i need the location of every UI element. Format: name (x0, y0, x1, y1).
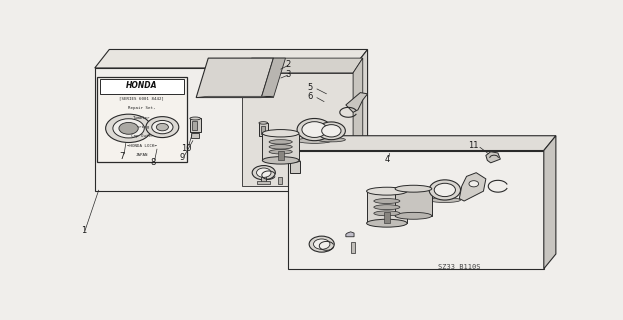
Polygon shape (262, 58, 285, 98)
Ellipse shape (269, 145, 292, 149)
Bar (191, 133, 199, 138)
Ellipse shape (290, 160, 300, 162)
Polygon shape (544, 136, 556, 269)
Bar (261, 126, 265, 134)
Polygon shape (95, 50, 368, 68)
Ellipse shape (106, 114, 151, 142)
Text: 4: 4 (384, 155, 389, 164)
Ellipse shape (269, 140, 292, 144)
Ellipse shape (152, 120, 173, 134)
Ellipse shape (146, 134, 179, 140)
Text: 2: 2 (285, 60, 290, 69)
Ellipse shape (262, 157, 299, 164)
Ellipse shape (374, 211, 400, 216)
Polygon shape (196, 58, 273, 98)
Polygon shape (346, 232, 354, 237)
Text: 5: 5 (307, 83, 312, 92)
Text: 9: 9 (179, 153, 184, 163)
Bar (100, 79, 184, 94)
Text: Cap Outer: Cap Outer (131, 134, 153, 138)
Ellipse shape (321, 124, 341, 137)
Ellipse shape (302, 122, 327, 138)
Text: Spring: Spring (135, 125, 150, 129)
Polygon shape (288, 150, 544, 269)
Text: Tumbler: Tumbler (133, 116, 151, 120)
Ellipse shape (317, 138, 345, 142)
Bar (351, 242, 354, 253)
Ellipse shape (429, 180, 460, 200)
Ellipse shape (297, 138, 332, 143)
Ellipse shape (429, 197, 460, 203)
Polygon shape (353, 58, 363, 186)
Text: 8: 8 (150, 158, 155, 167)
Ellipse shape (252, 165, 275, 180)
Ellipse shape (374, 198, 400, 204)
Bar (384, 212, 390, 223)
Text: Repair Set,: Repair Set, (128, 106, 156, 110)
Polygon shape (262, 133, 299, 160)
Polygon shape (346, 92, 368, 112)
Ellipse shape (309, 236, 335, 252)
Text: 6: 6 (307, 92, 312, 101)
Ellipse shape (156, 124, 168, 131)
Polygon shape (459, 173, 486, 201)
Ellipse shape (257, 168, 271, 177)
Ellipse shape (434, 183, 455, 196)
Text: 10: 10 (181, 144, 192, 153)
Bar (190, 118, 201, 132)
Ellipse shape (297, 118, 332, 141)
Text: 11: 11 (468, 141, 479, 150)
Polygon shape (353, 50, 368, 191)
Ellipse shape (190, 117, 201, 120)
Ellipse shape (366, 187, 407, 195)
Polygon shape (242, 73, 353, 186)
Polygon shape (95, 68, 353, 191)
Polygon shape (288, 136, 556, 150)
Ellipse shape (374, 205, 400, 210)
Text: 3: 3 (285, 70, 290, 79)
Bar (259, 123, 268, 136)
Text: 7: 7 (120, 152, 125, 161)
Bar (193, 121, 197, 130)
Ellipse shape (269, 149, 292, 154)
Bar (257, 181, 270, 184)
Text: →HONDA LOCK←: →HONDA LOCK← (127, 144, 157, 148)
Bar (278, 150, 283, 160)
Text: [SERIES 6001 8442]: [SERIES 6001 8442] (120, 97, 164, 101)
Ellipse shape (366, 219, 407, 227)
Bar (278, 177, 282, 184)
Ellipse shape (395, 212, 432, 219)
Text: 1: 1 (82, 226, 87, 235)
Ellipse shape (259, 122, 268, 124)
Polygon shape (196, 96, 273, 98)
Ellipse shape (395, 185, 432, 192)
Ellipse shape (469, 181, 478, 187)
Polygon shape (395, 189, 432, 216)
Text: HONDA: HONDA (126, 82, 158, 91)
Ellipse shape (313, 239, 330, 249)
Ellipse shape (262, 130, 299, 137)
Text: JAPAN: JAPAN (136, 153, 148, 157)
Ellipse shape (317, 122, 345, 140)
Ellipse shape (119, 123, 138, 134)
Ellipse shape (113, 119, 145, 138)
Bar (290, 161, 300, 173)
Polygon shape (366, 191, 407, 223)
Ellipse shape (146, 116, 179, 138)
Polygon shape (486, 152, 500, 163)
Text: SZ33 B110S: SZ33 B110S (438, 264, 480, 270)
Bar (262, 176, 266, 182)
Ellipse shape (106, 138, 151, 146)
Polygon shape (242, 58, 363, 73)
Bar (97, 76, 186, 162)
